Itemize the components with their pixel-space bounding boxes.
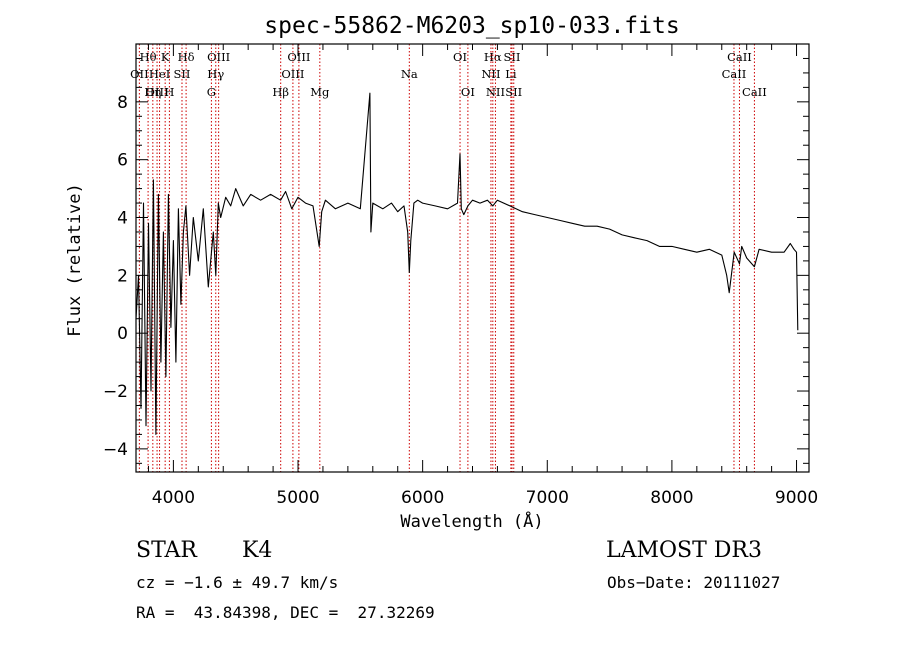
survey-name: LAMOST DR3 bbox=[606, 538, 762, 563]
line-label-9: OIII bbox=[207, 50, 230, 64]
line-label-18: OI bbox=[461, 85, 475, 99]
line-label-21: NII bbox=[481, 67, 500, 81]
y-axis: −4 −2 0 2 4 6 8 bbox=[103, 57, 809, 464]
line-label-13: OIII bbox=[281, 67, 304, 81]
line-label-4: HeI bbox=[149, 67, 170, 81]
line-label-16: Na bbox=[401, 67, 418, 81]
line-label-0: Hθ bbox=[140, 50, 157, 64]
spectral-line-markers: Hθ OII OIII K HeI Hη H Hδ SII OIII Hγ G OIII OIII Hβ Mg… bbox=[130, 44, 767, 472]
y-tick-label-2: 0 bbox=[117, 324, 128, 344]
line-label-10: Hγ bbox=[207, 67, 224, 81]
y-tick-label-5: 6 bbox=[117, 151, 128, 171]
line-label-17: OI bbox=[453, 50, 467, 64]
redshift-velocity: cz = −1.6 ± 49.7 km/s bbox=[136, 573, 339, 592]
object-subclass: K4 bbox=[242, 538, 273, 563]
y-tick-label-6: 8 bbox=[117, 93, 128, 113]
x-axis: 4000 5000 6000 7000 8000 9000 bbox=[147, 44, 818, 508]
spectrum-line bbox=[135, 92, 799, 435]
line-label-24: SII bbox=[505, 85, 522, 99]
y-axis-label: Flux (relative) bbox=[65, 183, 85, 337]
line-label-6: H bbox=[164, 85, 174, 99]
x-tick-label-3: 7000 bbox=[526, 488, 569, 508]
x-tick-label-0: 4000 bbox=[152, 488, 195, 508]
line-label-2: OIII bbox=[146, 85, 169, 99]
line-label-8: SII bbox=[174, 67, 191, 81]
line-label-20: SII bbox=[504, 50, 521, 64]
y-tick-label-3: 2 bbox=[117, 266, 128, 286]
line-label-15: Mg bbox=[310, 85, 330, 99]
plot-frame bbox=[135, 43, 810, 473]
y-tick-label-4: 4 bbox=[117, 209, 128, 229]
line-label-27: CaII bbox=[742, 85, 767, 99]
line-label-14: Hβ bbox=[272, 85, 289, 99]
line-label-1: OII bbox=[130, 67, 149, 81]
object-class: STAR bbox=[136, 538, 197, 563]
x-tick-label-1: 5000 bbox=[276, 488, 319, 508]
line-label-12: OIII bbox=[287, 50, 310, 64]
x-tick-label-2: 6000 bbox=[401, 488, 444, 508]
line-label-3: K bbox=[161, 50, 170, 64]
line-label-26: CaII bbox=[722, 67, 747, 81]
line-label-22: Li bbox=[505, 67, 517, 81]
line-label-25: CaII bbox=[727, 50, 752, 64]
ra-dec-coordinates: RA = 43.84398, DEC = 27.32269 bbox=[136, 603, 435, 622]
chart-title: spec-55862-M6203_sp10-033.fits bbox=[264, 13, 679, 39]
line-label-11: G bbox=[207, 85, 216, 99]
line-label-7: Hδ bbox=[178, 50, 195, 64]
line-label-5: Hη bbox=[144, 85, 161, 99]
observation-date: Obs−Date: 20111027 bbox=[607, 573, 781, 592]
line-label-19: Hα bbox=[484, 50, 502, 64]
x-axis-label: Wavelength (Å) bbox=[400, 510, 543, 532]
y-tick-label-0: −4 bbox=[103, 440, 128, 460]
y-tick-label-1: −2 bbox=[103, 382, 128, 402]
x-tick-label-4: 8000 bbox=[650, 488, 693, 508]
line-label-23: NII bbox=[486, 85, 505, 99]
x-tick-label-5: 9000 bbox=[775, 488, 818, 508]
